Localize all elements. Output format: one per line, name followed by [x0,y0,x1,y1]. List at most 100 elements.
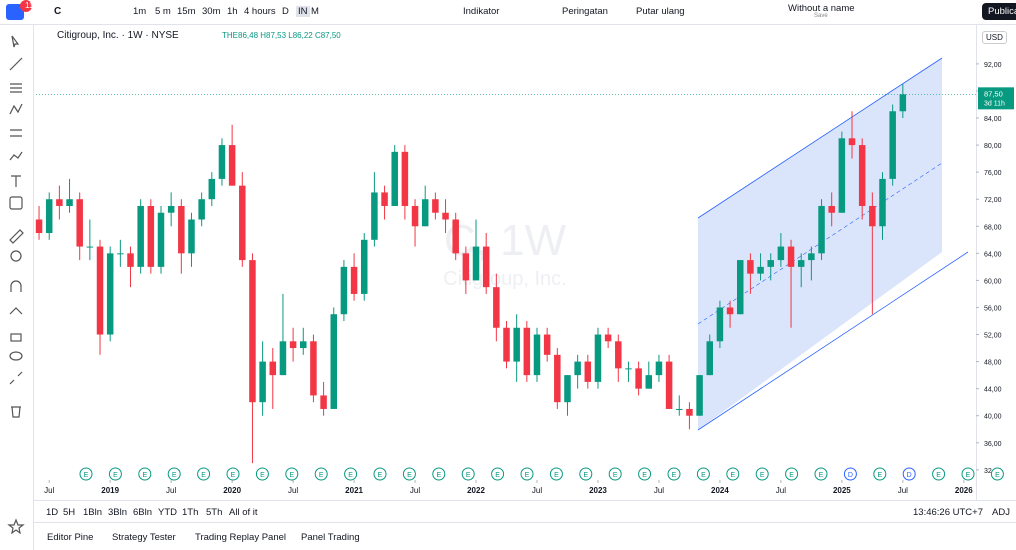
event-marker[interactable] [549,467,563,481]
event-marker[interactable] [344,467,358,481]
candle-body [604,334,612,342]
indicator-button[interactable]: Indikator [463,6,500,17]
candle-body [208,178,216,200]
event-marker[interactable] [226,467,240,481]
event-marker[interactable] [726,467,740,481]
countdown: 3d 11h [984,100,1005,107]
replay-button[interactable]: Putar ulang [636,6,685,17]
y-tick-label: 36,00 [984,441,1002,448]
logo[interactable] [6,4,24,20]
event-marker[interactable] [285,467,299,481]
range-button[interactable]: All of it [229,507,258,518]
currency[interactable]: USD [982,31,1007,44]
candle-body [533,334,541,376]
left-tools[interactable] [7,35,25,535]
event-marker[interactable] [314,467,328,481]
interval-button[interactable]: IN [296,6,310,17]
candle-body [767,260,774,267]
event-marker[interactable] [108,467,122,481]
interval-button[interactable]: 15m [177,6,196,17]
range-button[interactable]: 5Th [206,507,223,518]
event-marker[interactable] [461,467,475,481]
candle-body [777,246,785,261]
candle-body [493,287,500,328]
event-marker[interactable] [696,467,710,481]
x-tick-label: 2019 [101,486,119,495]
interval-button[interactable]: 30m [202,6,221,17]
event-marker[interactable] [902,467,916,481]
publish-button[interactable]: Publica [982,3,1016,20]
event-marker[interactable] [579,467,593,481]
event-marker[interactable] [255,467,269,481]
interval-button[interactable]: 5 m [155,6,171,17]
candle-body [564,375,571,403]
panel-tab[interactable]: Trading Replay Panel [195,532,287,543]
candle-body [869,205,876,227]
interval-button[interactable]: 1m [133,6,147,17]
candle-body [736,260,744,315]
interval-button[interactable]: 4 hours [244,6,276,17]
event-marker[interactable] [932,467,946,481]
candle-body [655,361,663,376]
range-button[interactable]: 1Bln [83,507,103,518]
legend-title: Citigroup, Inc. · 1W · NYSE [57,30,179,41]
panel-tab[interactable]: Panel Trading [301,532,360,543]
event-marker[interactable] [520,467,534,481]
candle-body [56,199,63,206]
event-marker[interactable] [843,467,857,481]
layout-name[interactable]: Without a name [788,3,855,14]
range-button[interactable]: 1D [46,507,59,518]
event-marker[interactable] [755,467,769,481]
candle-body [482,246,490,288]
candle-body [86,246,94,248]
event-marker[interactable] [402,467,416,481]
event-marker[interactable] [667,467,681,481]
range-button[interactable]: YTD [158,507,177,518]
symbol[interactable]: C [54,6,62,17]
candle-body [432,199,439,213]
event-marker[interactable] [373,467,387,481]
event-marker[interactable] [491,467,505,481]
interval-button[interactable]: M [311,6,319,17]
event-marker[interactable] [961,467,975,481]
candle-body [686,408,693,416]
x-tick-label: Jul [776,486,786,495]
event-letter: E [819,472,824,479]
candle-body [889,111,896,179]
interval-button[interactable]: 1h [227,6,238,17]
event-marker[interactable] [785,467,799,481]
alert-button[interactable]: Peringatan [562,6,608,17]
event-marker[interactable] [432,467,446,481]
event-marker[interactable] [814,467,828,481]
candle-body [716,307,724,342]
event-marker[interactable] [638,467,652,481]
range-button[interactable]: 6Bln [133,507,153,518]
event-marker[interactable] [608,467,622,481]
candle-body [401,151,409,206]
range-button[interactable]: 5H [63,507,76,518]
event-marker[interactable] [197,467,211,481]
event-marker[interactable] [990,467,1004,481]
channel-top[interactable] [697,57,943,219]
panel-tab[interactable]: Editor Pine [47,532,94,543]
event-letter: E [466,472,471,479]
event-marker[interactable] [873,467,887,481]
interval-button[interactable]: D [282,6,289,17]
adj[interactable]: ADJ [992,507,1010,518]
event-marker[interactable] [138,467,152,481]
candle-body [259,361,266,403]
event-letter: E [554,472,559,479]
y-tick-label: 92,00 [984,62,1002,69]
candle-body [289,341,297,349]
y-tick-label: 72,00 [984,197,1002,204]
event-letter: E [701,472,706,479]
candle-body [188,219,195,254]
candle-body [127,253,134,267]
range-button[interactable]: 3Bln [108,507,128,518]
channel-bottom[interactable] [697,251,969,431]
event-marker[interactable] [167,467,181,481]
event-marker[interactable] [79,467,93,481]
panel-tab[interactable]: Strategy Tester [112,532,176,543]
range-button[interactable]: 1Th [182,507,199,518]
candle-body [462,253,470,281]
